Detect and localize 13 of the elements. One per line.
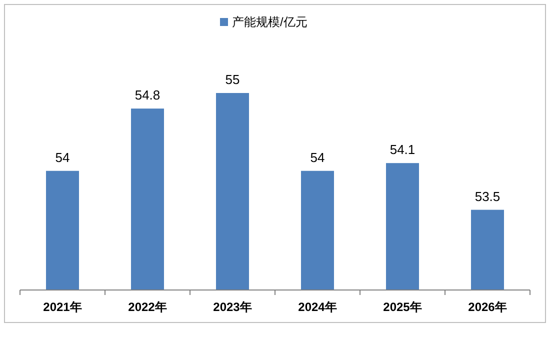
x-tick-label: 2026年 xyxy=(468,300,507,314)
legend: 产能规模/亿元 xyxy=(220,15,308,29)
x-tick-label: 2025年 xyxy=(383,300,422,314)
x-tick-label: 2023年 xyxy=(213,300,252,314)
data-label: 54.1 xyxy=(390,142,416,158)
x-tick-label: 2021年 xyxy=(43,300,82,314)
data-label: 55 xyxy=(225,72,240,87)
x-tick-label: 2022年 xyxy=(128,300,167,314)
data-label: 54 xyxy=(310,150,325,165)
data-label: 53.5 xyxy=(474,188,500,204)
data-label: 54.8 xyxy=(134,88,160,103)
x-tick-label: 2024年 xyxy=(298,300,337,314)
data-label: 54 xyxy=(55,150,70,165)
